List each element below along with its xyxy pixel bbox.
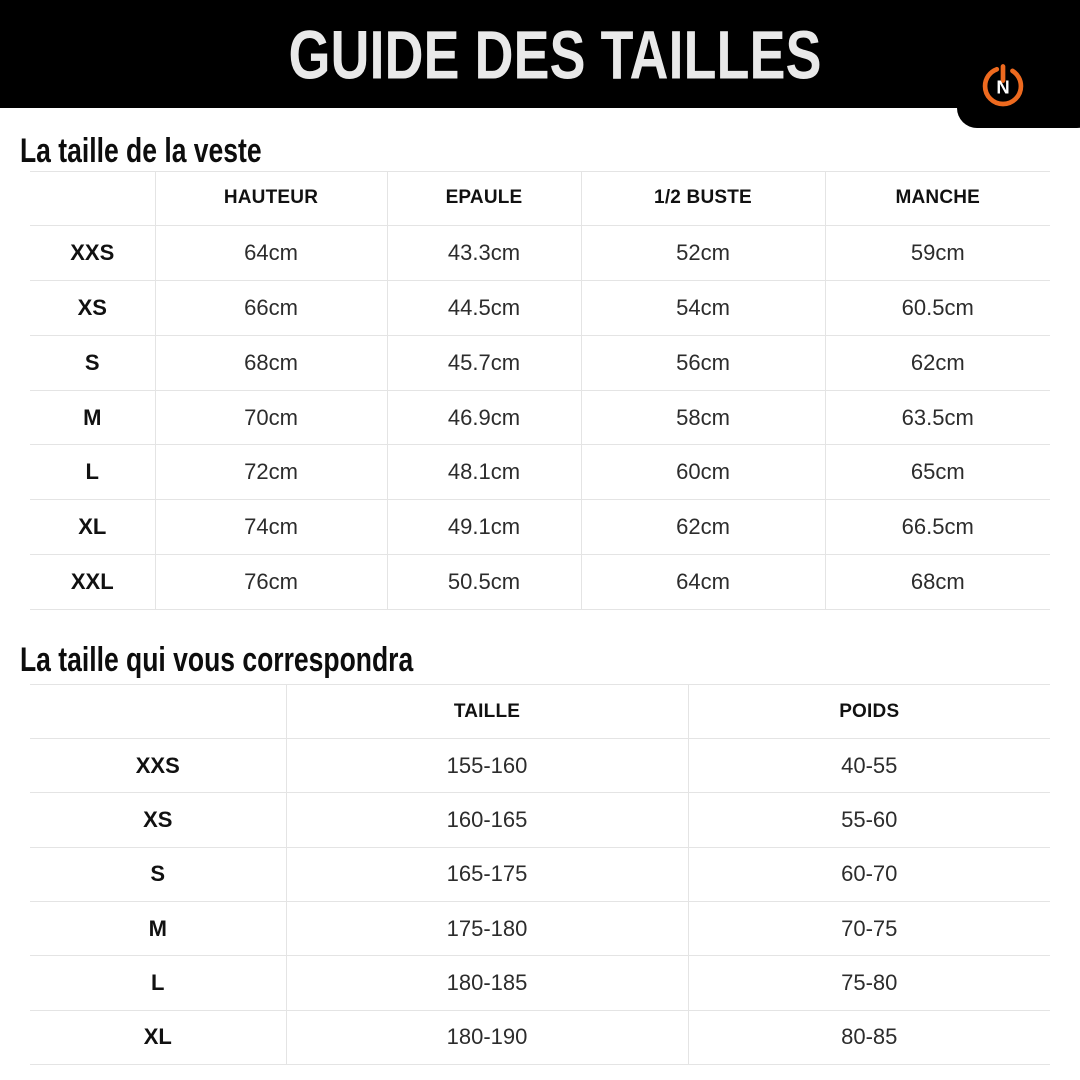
svg-text:N: N	[996, 77, 1009, 98]
